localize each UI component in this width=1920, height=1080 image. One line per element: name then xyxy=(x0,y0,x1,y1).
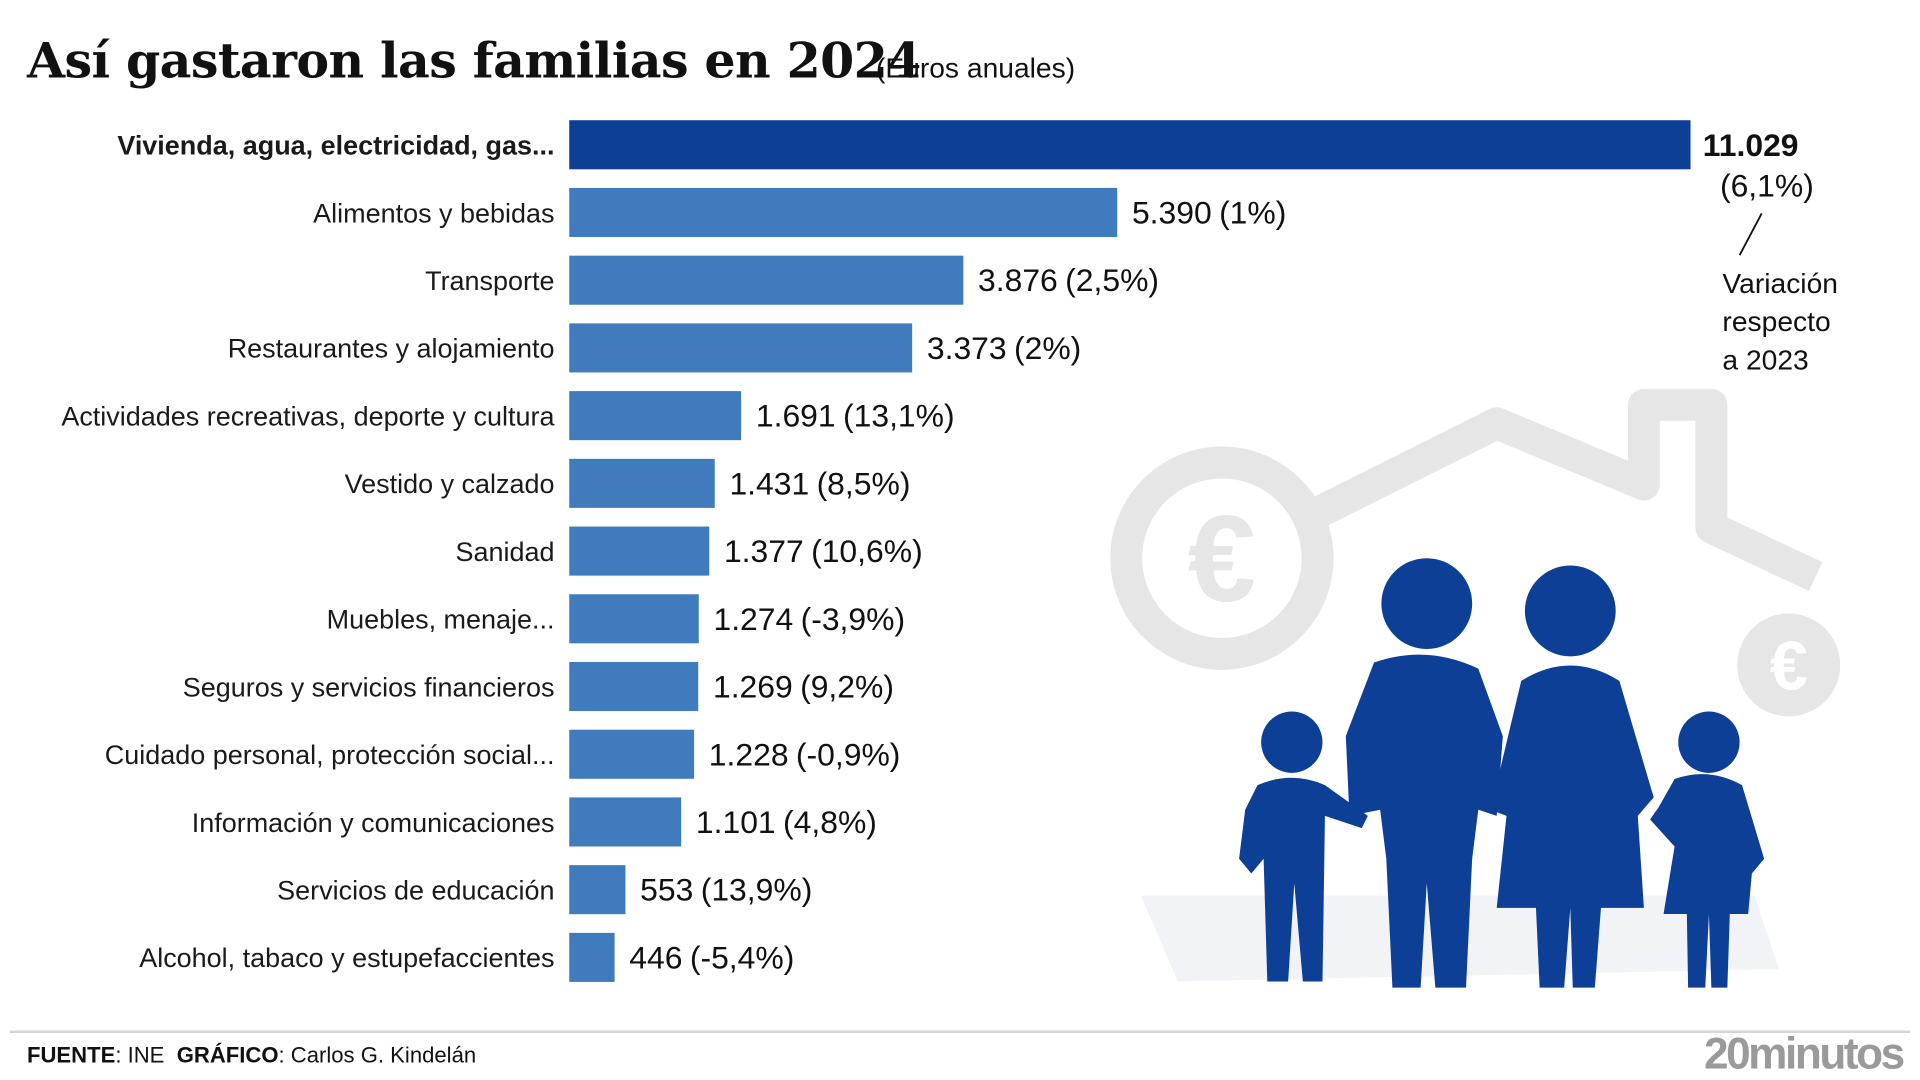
category-label: Restaurantes y alojamiento xyxy=(228,334,555,364)
value-label: 1.377 xyxy=(724,533,804,569)
category-label: Vivienda, agua, electricidad, gas... xyxy=(117,131,554,161)
svg-text:€: € xyxy=(1188,490,1256,627)
credit-label: GRÁFICO xyxy=(176,1042,279,1068)
value-label: 5.390 xyxy=(1132,195,1212,231)
variation-label: (4,8%) xyxy=(783,804,877,840)
variation-label: (2%) xyxy=(1014,330,1081,366)
variation-label: (-0,9%) xyxy=(796,736,901,772)
bar xyxy=(569,187,1118,238)
euro-coin-icon xyxy=(1110,446,1334,670)
house-outline-icon xyxy=(1305,388,1823,592)
category-label: Alcohol, tabaco y estupefaccientes xyxy=(139,943,554,973)
variation-note: Variación respecto a 2023 xyxy=(1722,265,1838,379)
category-label: Información y comunicaciones xyxy=(192,808,555,838)
family-icon xyxy=(1239,558,1765,988)
note-line: a 2023 xyxy=(1722,343,1809,376)
category-label: Servicios de educación xyxy=(277,875,554,905)
value-label: 3.373 xyxy=(927,330,1007,366)
chart-subtitle: (Euros anuales) xyxy=(875,51,1076,84)
pointer-line xyxy=(1738,213,1763,256)
bar xyxy=(569,458,715,508)
value-label: 446 xyxy=(629,939,682,975)
bar xyxy=(569,323,913,373)
variation-label: (-3,9%) xyxy=(801,601,906,637)
value-label: 553 xyxy=(640,872,693,908)
value-label: 3.876 xyxy=(978,262,1058,298)
category-label: Muebles, menaje... xyxy=(327,605,555,635)
footer-credits: FUENTE: INE GRÁFICO: Carlos G. Kindelán xyxy=(27,1043,476,1069)
variation-label: (10,6%) xyxy=(811,533,923,569)
category-label: Actividades recreativas, deporte y cultu… xyxy=(61,401,554,431)
variation-label: (13,1%) xyxy=(843,398,955,434)
value-label: 1.228 xyxy=(709,736,789,772)
bar xyxy=(569,932,615,982)
category-label: Vestido y calzado xyxy=(345,469,555,499)
category-label: Cuidado personal, protección social... xyxy=(105,740,555,770)
bar xyxy=(569,797,682,847)
category-label: Sanidad xyxy=(456,537,555,567)
value-label: 1.101 xyxy=(696,804,776,840)
svg-text:€: € xyxy=(1770,627,1808,704)
note-line: Variación xyxy=(1722,267,1838,300)
value-label: 1.691 xyxy=(756,398,836,434)
value-label: 1.269 xyxy=(713,669,793,705)
variation-label: (9,2%) xyxy=(800,669,894,705)
source: : INE xyxy=(115,1042,165,1068)
variation-label: (8,5%) xyxy=(817,465,911,501)
category-label: Seguros y servicios financieros xyxy=(183,672,555,702)
category-label: Transporte xyxy=(425,266,554,296)
value-label: 11.029 xyxy=(1703,127,1799,163)
bar xyxy=(569,661,699,712)
variation-label: (-5,4%) xyxy=(690,939,795,975)
category-label: Alimentos y bebidas xyxy=(313,198,554,228)
bar xyxy=(569,255,964,305)
bar xyxy=(569,391,742,441)
bar xyxy=(569,865,626,915)
value-label: 1.274 xyxy=(713,601,793,637)
variation-label: (1%) xyxy=(1219,195,1286,231)
euro-coin-small-icon xyxy=(1737,613,1841,717)
bar xyxy=(569,120,1691,170)
credit: : Carlos G. Kindelán xyxy=(278,1042,477,1068)
bar xyxy=(569,594,699,644)
brand-logo: 20minutos xyxy=(1703,1028,1905,1079)
variation-label: (6,1%) xyxy=(1720,167,1814,203)
value-label: 1.431 xyxy=(729,465,809,501)
note-line: respecto xyxy=(1722,305,1831,338)
variation-label: (13,9%) xyxy=(701,872,813,908)
footer-divider xyxy=(9,1030,1911,1033)
bar xyxy=(569,526,710,576)
variation-label: (2,5%) xyxy=(1065,262,1159,298)
bar xyxy=(569,729,695,779)
source-label: FUENTE xyxy=(26,1042,116,1068)
chart-title: Así gastaron las familias en 2024 xyxy=(26,31,921,90)
